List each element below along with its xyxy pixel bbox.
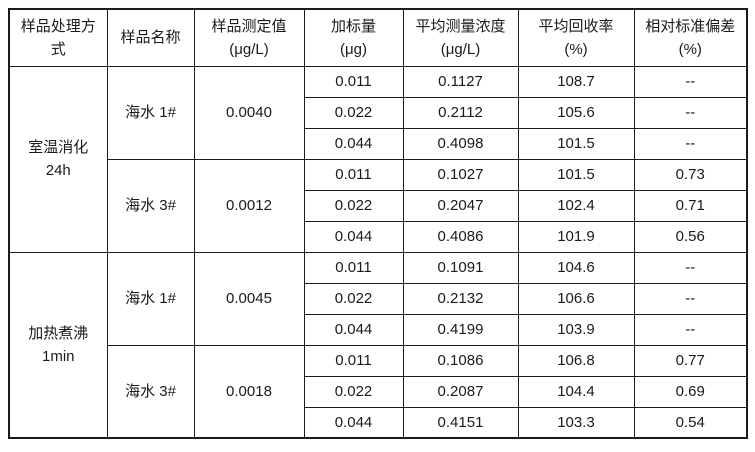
col-header-spike-amount: 加标量 (μg) — [303, 8, 404, 67]
table-row: 0.044 0.4199 103.9 -- — [9, 313, 748, 346]
spike-cell: 0.022 — [303, 96, 404, 129]
measured-value-cell: 0.0040 — [193, 65, 305, 160]
spike-cell: 0.011 — [303, 251, 404, 284]
treatment-label: 加热煮沸 — [28, 324, 89, 342]
header-title: 平均测量浓度 — [415, 17, 506, 35]
avg-conc-cell: 0.4086 — [402, 220, 519, 253]
recovery-cell: 106.8 — [517, 344, 635, 377]
avg-conc-cell: 0.1086 — [402, 344, 519, 377]
spike-cell: 0.011 — [303, 158, 404, 191]
header-title: 加标量 — [330, 17, 376, 35]
table-row: 0.022 0.2087 104.4 0.69 — [9, 375, 748, 408]
treatment-duration: 24h — [45, 162, 71, 179]
table-row: 0.044 0.4086 101.9 0.56 — [9, 220, 748, 253]
col-header-rsd: 相对标准偏差 (%) — [633, 8, 748, 67]
spike-cell: 0.011 — [303, 65, 404, 98]
rsd-cell: -- — [633, 127, 748, 160]
table-row: 0.022 0.2112 105.6 -- — [9, 96, 748, 129]
avg-conc-cell: 0.2087 — [402, 375, 519, 408]
avg-conc-cell: 0.1027 — [402, 158, 519, 191]
spike-cell: 0.011 — [303, 344, 404, 377]
header-title: 平均回收率 — [538, 17, 614, 35]
treatment-cell: 加热煮沸 1min — [8, 251, 108, 439]
header-row: 样品处理方 式 样品名称 样品测定值 (μg/L) 加标量 (μg) 平均测量浓… — [8, 8, 748, 67]
treatment-label: 室温消化 — [28, 138, 89, 156]
spike-cell: 0.044 — [303, 406, 404, 439]
table-row: 海水 3# 0.0012 0.011 0.1027 101.5 0.73 — [9, 158, 748, 253]
rsd-cell: -- — [633, 65, 748, 98]
avg-conc-cell: 0.2132 — [402, 282, 519, 315]
avg-conc-cell: 0.2112 — [402, 96, 519, 129]
header-title: 相对标准偏差 — [645, 17, 736, 35]
table-row: 0.022 0.2047 102.4 0.71 — [9, 189, 748, 222]
rsd-cell: 0.54 — [633, 406, 748, 439]
header-unit: (μg/L) — [440, 40, 481, 58]
measured-value-cell: 0.0012 — [193, 158, 305, 253]
table-row: 0.044 0.4098 101.5 -- — [9, 127, 748, 160]
avg-conc-cell: 0.4151 — [402, 406, 519, 439]
recovery-cell: 103.3 — [517, 406, 635, 439]
rsd-cell: 0.77 — [633, 344, 748, 377]
sample-name-cell: 海水 1# — [106, 65, 195, 160]
recovery-cell: 104.6 — [517, 251, 635, 284]
recovery-cell: 105.6 — [517, 96, 635, 129]
avg-conc-cell: 0.4199 — [402, 313, 519, 346]
header-unit: (μg) — [340, 40, 367, 58]
sample-name-cell: 海水 1# — [106, 251, 195, 346]
recovery-cell: 106.6 — [517, 282, 635, 315]
treatment-duration: 1min — [41, 347, 75, 365]
col-header-treatment: 样品处理方 式 — [8, 8, 108, 67]
spike-recovery-table: 样品处理方 式 样品名称 样品测定值 (μg/L) 加标量 (μg) 平均测量浓… — [8, 8, 748, 439]
spike-cell: 0.022 — [303, 189, 404, 222]
table-row: 0.022 0.2132 106.6 -- — [9, 282, 748, 315]
header-unit: (%) — [678, 40, 702, 58]
sample-name-cell: 海水 3# — [106, 158, 195, 253]
col-header-avg-concentration: 平均测量浓度 (μg/L) — [402, 8, 519, 67]
rsd-cell: 0.71 — [633, 189, 748, 222]
rsd-cell: -- — [633, 313, 748, 346]
col-header-avg-recovery: 平均回收率 (%) — [517, 8, 635, 67]
spike-cell: 0.044 — [303, 127, 404, 160]
rsd-cell: -- — [633, 282, 748, 315]
spike-cell: 0.044 — [303, 313, 404, 346]
spike-cell: 0.022 — [303, 375, 404, 408]
rsd-cell: -- — [633, 251, 748, 284]
avg-conc-cell: 0.4098 — [402, 127, 519, 160]
spike-cell: 0.044 — [303, 220, 404, 253]
avg-conc-cell: 0.1127 — [402, 65, 519, 98]
avg-conc-cell: 0.1091 — [402, 251, 519, 284]
recovery-cell: 108.7 — [517, 65, 635, 98]
table-row: 加热煮沸 1min 海水 1# 0.0045 0.011 0.1091 104.… — [8, 251, 748, 439]
measured-value-cell: 0.0018 — [193, 344, 305, 439]
recovery-cell: 104.4 — [517, 375, 635, 408]
spike-cell: 0.022 — [303, 282, 404, 315]
header-title: 样品名称 — [120, 29, 181, 47]
measured-value-cell: 0.0045 — [193, 251, 305, 346]
header-title: 样品测定值 — [211, 17, 287, 35]
recovery-cell: 102.4 — [517, 189, 635, 222]
table-row: 海水 3# 0.0018 0.011 0.1086 106.8 0.77 — [9, 344, 748, 439]
recovery-cell: 101.5 — [517, 127, 635, 160]
rsd-cell: -- — [633, 96, 748, 129]
rsd-cell: 0.56 — [633, 220, 748, 253]
avg-conc-cell: 0.2047 — [402, 189, 519, 222]
recovery-cell: 101.9 — [517, 220, 635, 253]
header-title-line2: 式 — [50, 40, 66, 58]
treatment-cell: 室温消化 24h — [8, 65, 108, 253]
header-unit: (%) — [564, 40, 588, 58]
col-header-measured-value: 样品测定值 (μg/L) — [193, 8, 305, 67]
header-title: 样品处理方 — [20, 17, 96, 35]
recovery-cell: 101.5 — [517, 158, 635, 191]
recovery-cell: 103.9 — [517, 313, 635, 346]
rsd-cell: 0.69 — [633, 375, 748, 408]
header-unit: (μg/L) — [229, 40, 269, 58]
table-row: 室温消化 24h 海水 1# 0.0040 0.011 0.1127 108.7… — [8, 65, 748, 253]
table-row: 0.044 0.4151 103.3 0.54 — [9, 406, 748, 439]
rsd-cell: 0.73 — [633, 158, 748, 191]
col-header-sample-name: 样品名称 — [106, 8, 195, 67]
sample-name-cell: 海水 3# — [106, 344, 195, 439]
